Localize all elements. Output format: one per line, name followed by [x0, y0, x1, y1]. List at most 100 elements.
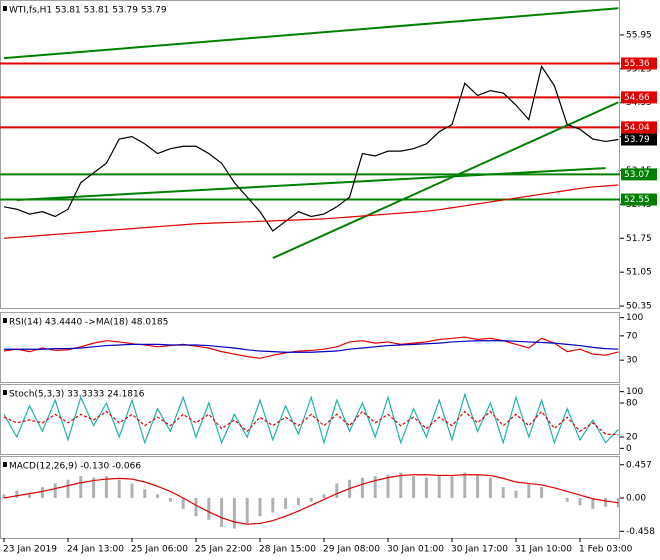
- y-tick-label: 51.75: [626, 234, 652, 244]
- y-tick-label: 100: [626, 313, 643, 323]
- series-line: [3, 392, 619, 445]
- series-line: [3, 64, 619, 232]
- histogram-bar: [322, 494, 326, 498]
- plot: [0, 7, 620, 260]
- panel-title: RSI(14) 43.4440 ->MA(18) 48.0185: [9, 318, 168, 328]
- series-line: [3, 474, 619, 525]
- histogram-bar: [335, 483, 339, 498]
- x-tick-label: 23 Jan 2019: [3, 545, 57, 555]
- y-tick-label: 51.05: [626, 268, 652, 278]
- panel-frame: [0, 0, 620, 309]
- y-tick-label: -0.458: [626, 527, 655, 537]
- level-label: 54.04: [624, 123, 650, 133]
- histogram-bar: [399, 472, 403, 498]
- series-line: [3, 410, 619, 436]
- histogram-bar: [514, 490, 518, 498]
- price-label: 53.79: [624, 135, 650, 145]
- x-tick-label: 25 Jan 22:00: [195, 545, 252, 555]
- y-tick-label: 55.95: [626, 30, 652, 40]
- series-line: [3, 184, 619, 239]
- histogram-bar: [476, 474, 480, 498]
- histogram-bar: [296, 498, 300, 506]
- y-tick-label: 0.457: [626, 460, 652, 470]
- plot: [3, 336, 619, 359]
- histogram-bar: [309, 498, 313, 502]
- histogram-bar: [156, 494, 160, 498]
- histogram-bar: [501, 487, 505, 498]
- histogram-bar: [488, 477, 492, 498]
- panel-title: Stoch(5,3,3) 33.3333 24.1816: [9, 390, 145, 400]
- histogram-bar: [104, 476, 108, 498]
- plot: [3, 392, 619, 445]
- x-tick-label: 31 Jan 10:00: [515, 545, 572, 555]
- histogram-bar: [386, 474, 390, 498]
- panel-frame: [0, 312, 620, 383]
- title-icon: [3, 6, 7, 11]
- histogram-bar: [540, 487, 544, 498]
- histogram-bar: [271, 498, 275, 513]
- histogram-bar: [463, 472, 467, 498]
- histogram-bar: [424, 477, 428, 498]
- histogram-bar: [258, 498, 262, 517]
- histogram-bar: [2, 494, 6, 498]
- histogram-bar: [181, 498, 185, 509]
- y-tick-label: 100: [626, 387, 643, 397]
- y-tick-label: 0: [626, 444, 632, 454]
- histogram-bar: [450, 476, 454, 498]
- histogram-bar: [360, 477, 364, 498]
- histogram-bar: [284, 498, 288, 509]
- level-label-box: [621, 121, 657, 134]
- x-tick-label: 24 Jan 13:00: [67, 545, 124, 555]
- y-tick-label: 20: [626, 433, 638, 443]
- panel-frame: [0, 384, 620, 455]
- level-label-box: [621, 193, 657, 206]
- x-tick-label: 30 Jan 01:00: [387, 545, 444, 555]
- panel-title: WTI,fs,H1 53.81 53.81 53.79 53.79: [9, 6, 167, 16]
- histogram-bar: [79, 476, 83, 498]
- level-label-box: [621, 91, 657, 104]
- histogram-bar: [565, 498, 569, 502]
- histogram-bar: [437, 476, 441, 498]
- histogram-bar: [40, 487, 44, 498]
- histogram-bar: [130, 483, 134, 498]
- histogram-bar: [604, 498, 608, 507]
- panel-frame: [0, 456, 620, 539]
- panel-title: MACD(12,26,9) -0.130 -0.066: [9, 462, 141, 472]
- histogram-bar: [53, 483, 57, 498]
- histogram-bar: [168, 498, 172, 502]
- series-line: [3, 336, 619, 359]
- plot: [2, 472, 620, 529]
- y-tick-label: 70: [626, 331, 638, 341]
- histogram-bar: [591, 498, 595, 509]
- series-line: [4, 340, 619, 353]
- histogram-bar: [15, 490, 19, 498]
- histogram-bar: [66, 479, 70, 498]
- histogram-bar: [245, 498, 249, 524]
- trend-line: [272, 101, 619, 260]
- x-tick-label: 1 Feb 03:00: [579, 545, 633, 555]
- histogram-bar: [412, 476, 416, 498]
- histogram-bar: [578, 498, 582, 506]
- level-label-box: [621, 57, 657, 70]
- histogram-bar: [143, 489, 147, 498]
- histogram-bar: [373, 476, 377, 498]
- histogram-bar: [232, 498, 236, 529]
- title-icon: [3, 390, 7, 395]
- y-tick-label: 0.00: [626, 494, 646, 504]
- y-tick-label: 80: [626, 399, 638, 409]
- histogram-bar: [207, 498, 211, 520]
- histogram-bar: [194, 498, 198, 517]
- histogram-bar: [220, 498, 224, 528]
- level-label: 55.36: [624, 59, 650, 69]
- histogram-bar: [92, 477, 96, 498]
- title-icon: [3, 462, 7, 467]
- level-label-box: [621, 168, 657, 181]
- y-tick-label: 30: [626, 356, 638, 366]
- y-tick-label: 50.35: [626, 302, 652, 312]
- trend-line: [16, 167, 606, 202]
- price-label-box: [621, 133, 657, 146]
- level-label: 54.66: [624, 93, 650, 103]
- histogram-bar: [28, 494, 32, 498]
